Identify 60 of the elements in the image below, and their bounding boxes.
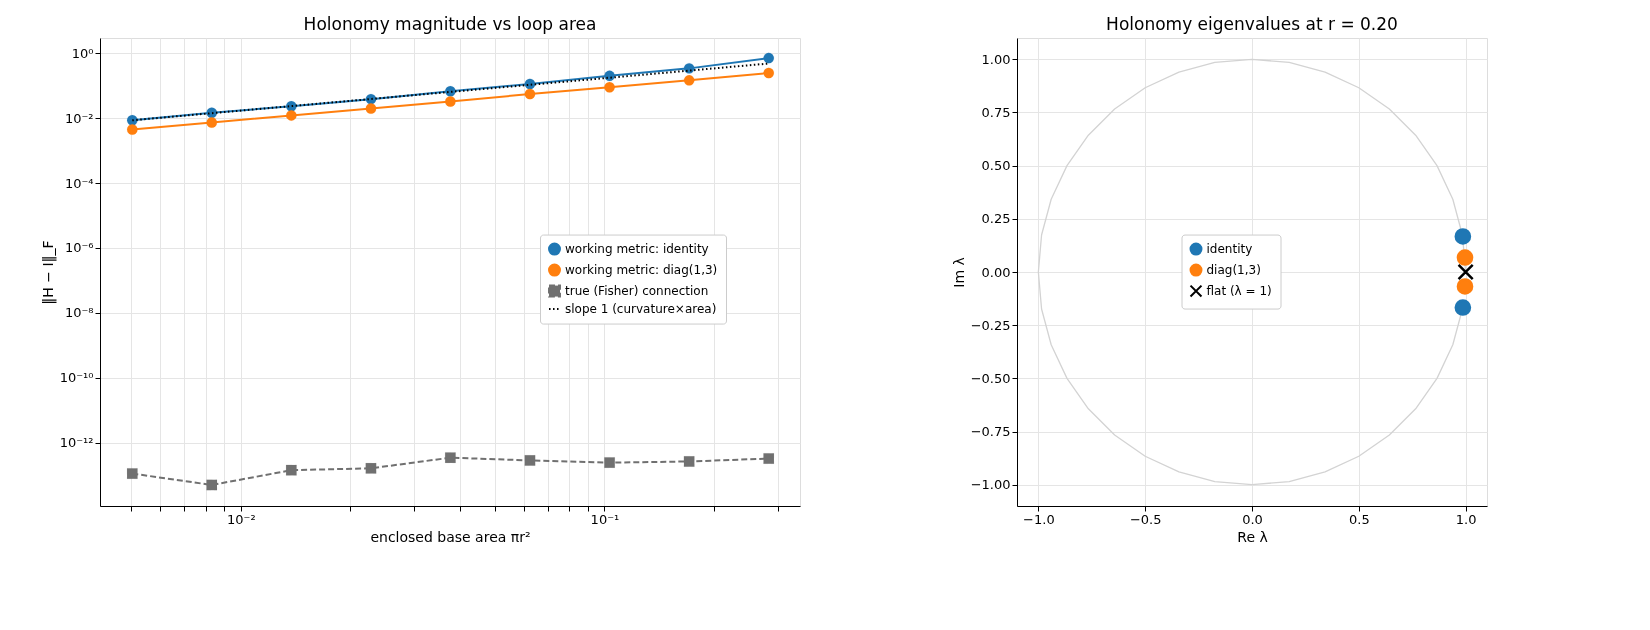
point xyxy=(445,96,456,107)
x-tick-label: 0.0 xyxy=(1242,511,1263,527)
y-tick-label: −0.50 xyxy=(970,370,1011,386)
y-axis-title: ‖H − I‖_F xyxy=(39,240,57,305)
point xyxy=(524,78,536,90)
y-tick-label: 1.00 xyxy=(981,51,1011,67)
x-tick-label: 1.0 xyxy=(1455,511,1477,527)
x-tick-label: 10⁻² xyxy=(226,511,256,527)
x-tick-label: 10⁻¹ xyxy=(590,511,620,527)
chart-title: Holonomy magnitude vs loop area xyxy=(303,14,597,34)
y-tick-label: 0.75 xyxy=(981,104,1011,120)
y-tick-label: 10⁻¹⁰ xyxy=(59,370,94,386)
y-tick-label: −0.25 xyxy=(970,317,1011,333)
point xyxy=(683,456,695,467)
point xyxy=(683,75,695,86)
y-tick-label: 10⁻² xyxy=(64,110,94,126)
y-tick-label: 10⁻⁶ xyxy=(64,240,94,256)
point xyxy=(604,70,615,82)
legend-label: true (Fisher) connection xyxy=(565,284,709,299)
point xyxy=(445,86,456,97)
point xyxy=(763,67,775,79)
y-tick-label: 10⁻⁴ xyxy=(64,175,94,191)
point xyxy=(604,81,615,93)
legend-label: working metric: diag(1,3) xyxy=(565,263,718,278)
x-axis-title: Re λ xyxy=(1237,528,1268,545)
x-tick-label: −0.5 xyxy=(1129,511,1162,527)
legend-label: flat (λ = 1) xyxy=(1206,284,1272,299)
x-axis-title: enclosed base area πr² xyxy=(370,528,531,545)
point xyxy=(524,88,536,100)
y-tick-label: 0.25 xyxy=(981,211,1011,227)
legend-label: working metric: identity xyxy=(565,242,709,257)
point xyxy=(286,110,297,121)
point xyxy=(763,453,775,464)
chart-title: Holonomy eigenvalues at r = 0.20 xyxy=(1106,14,1398,34)
y-tick-label: 0.50 xyxy=(981,158,1011,174)
point xyxy=(206,107,218,119)
legend-label: identity xyxy=(1206,242,1253,257)
point xyxy=(763,52,775,64)
point xyxy=(365,463,377,474)
point xyxy=(445,452,456,463)
y-tick-label: −0.75 xyxy=(970,424,1011,440)
y-tick-label: 0.00 xyxy=(981,264,1011,280)
point xyxy=(126,124,138,135)
point xyxy=(286,464,297,476)
legend-label: slope 1 (curvature×area) xyxy=(565,302,717,317)
point xyxy=(206,117,218,128)
y-tick-label: 10⁰ xyxy=(71,45,94,61)
x-tick-label: −1.0 xyxy=(1023,511,1055,527)
y-tick-label: 10⁻¹² xyxy=(59,435,94,450)
y-axis-title: Im λ xyxy=(950,257,967,288)
y-tick-label: −1.00 xyxy=(970,477,1011,493)
point xyxy=(126,468,138,479)
point xyxy=(604,457,615,468)
x-tick-label: 0.5 xyxy=(1348,511,1370,527)
legend-label: diag(1,3) xyxy=(1206,263,1261,278)
point xyxy=(524,455,536,466)
point xyxy=(683,63,695,74)
y-tick-label: 10⁻⁸ xyxy=(64,305,94,321)
point xyxy=(365,103,377,114)
point xyxy=(206,479,218,491)
